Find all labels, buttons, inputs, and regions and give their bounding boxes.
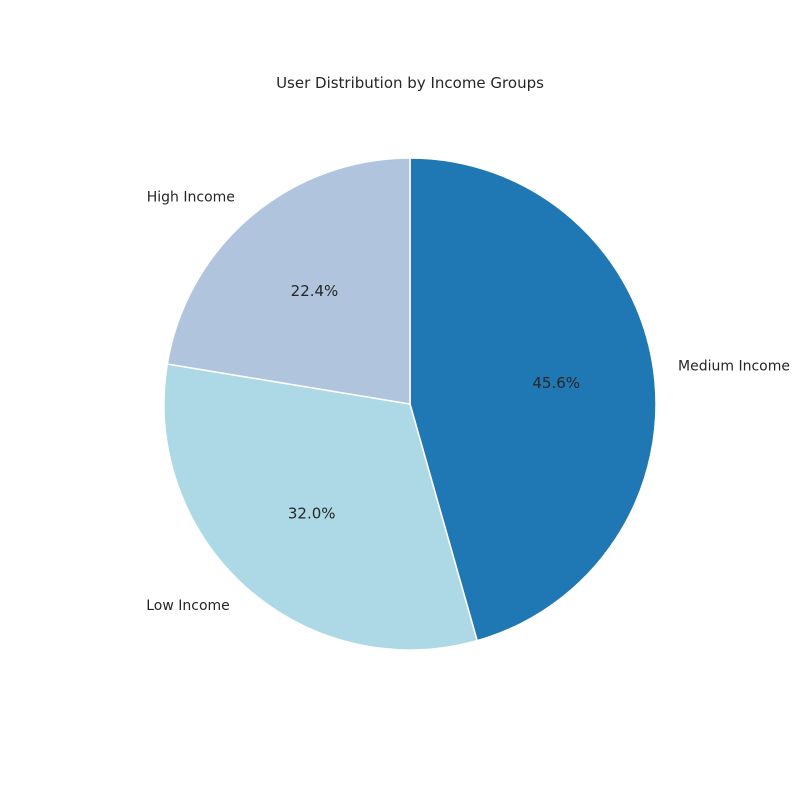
slice-label-medium-income: Medium Income bbox=[678, 359, 790, 375]
slice-percent-medium-income: 45.6% bbox=[532, 374, 580, 392]
slice-percent-high-income: 22.4% bbox=[291, 282, 339, 300]
chart-title: User Distribution by Income Groups bbox=[276, 74, 544, 92]
pie-slice-low-income bbox=[163, 363, 479, 651]
slice-label-low-income: Low Income bbox=[146, 598, 230, 614]
pie-labels: Medium Income 45.6% Low Income 32.0% High In… bbox=[146, 190, 790, 614]
pie-slices bbox=[163, 157, 657, 651]
slice-label-high-income: High Income bbox=[147, 190, 235, 206]
pie-slice-medium-income bbox=[409, 157, 657, 642]
pie-slice-high-income bbox=[166, 157, 411, 405]
slice-percent-low-income: 32.0% bbox=[288, 505, 336, 523]
